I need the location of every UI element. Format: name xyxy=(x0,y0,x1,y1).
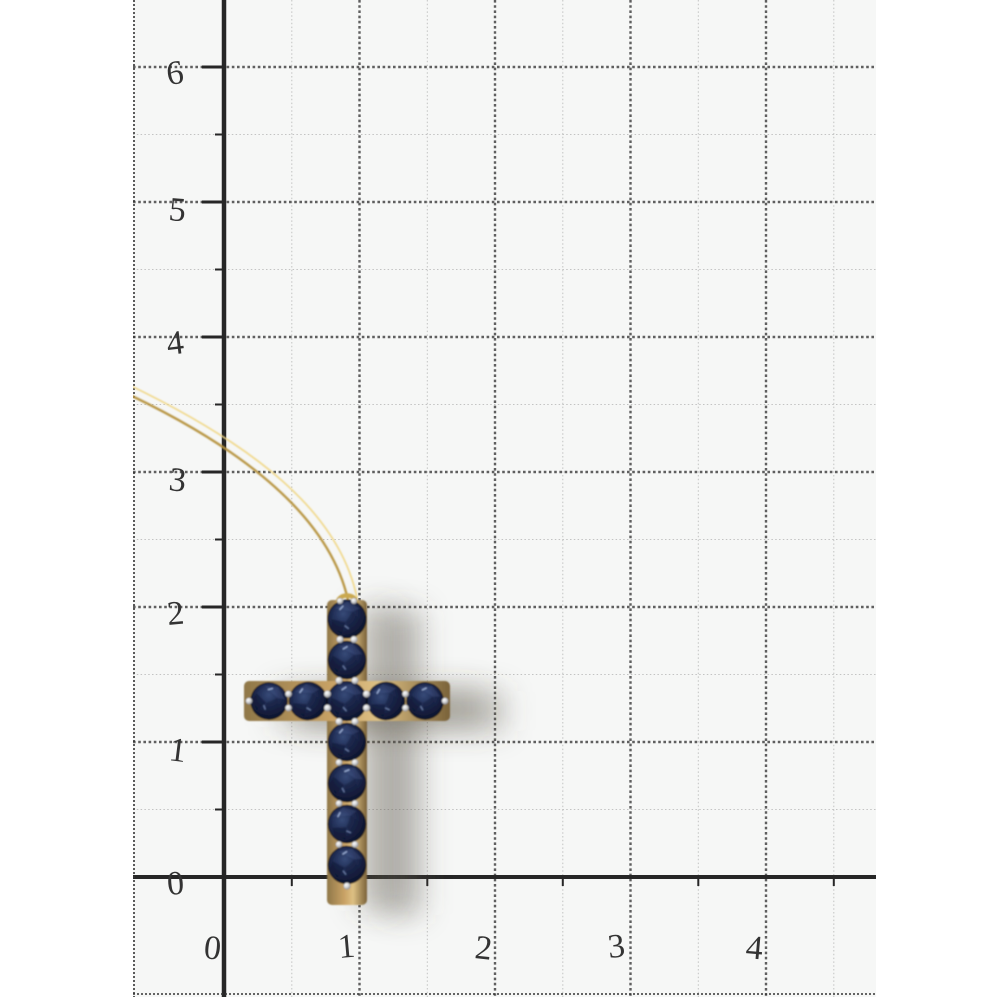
svg-text:2: 2 xyxy=(165,595,185,633)
svg-text:5: 5 xyxy=(167,191,187,229)
svg-text:4: 4 xyxy=(744,929,764,967)
svg-text:0: 0 xyxy=(165,865,185,903)
svg-text:1: 1 xyxy=(336,928,356,966)
